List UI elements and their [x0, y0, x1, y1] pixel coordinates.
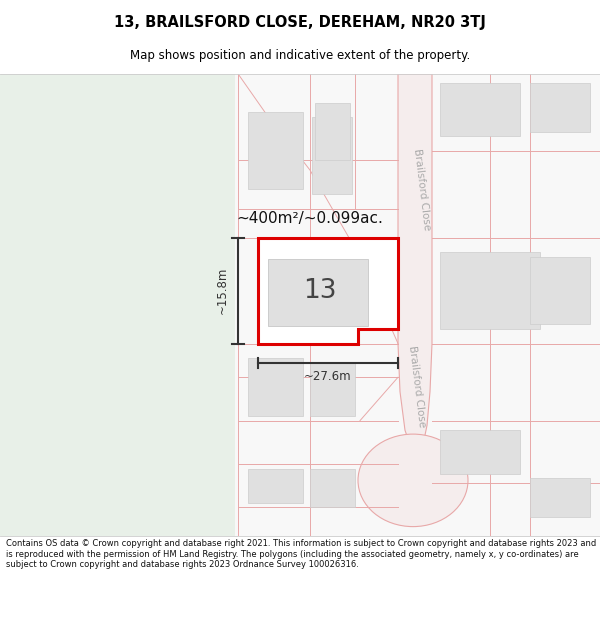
Bar	[312, 117, 352, 194]
Text: 13, BRAILSFORD CLOSE, DEREHAM, NR20 3TJ: 13, BRAILSFORD CLOSE, DEREHAM, NR20 3TJ	[114, 14, 486, 29]
Bar	[310, 362, 355, 416]
Bar	[530, 479, 590, 517]
Text: 13: 13	[303, 278, 337, 304]
Bar	[530, 83, 590, 131]
Bar	[235, 74, 600, 536]
Text: Map shows position and indicative extent of the property.: Map shows position and indicative extent…	[130, 49, 470, 62]
Bar	[440, 252, 540, 329]
Text: ~15.8m: ~15.8m	[215, 267, 229, 314]
Polygon shape	[398, 74, 432, 459]
Bar	[268, 259, 368, 326]
Text: Brailsford Close: Brailsford Close	[412, 148, 432, 231]
Bar	[310, 469, 355, 508]
Text: ~400m²/~0.099ac.: ~400m²/~0.099ac.	[236, 211, 383, 226]
Text: Contains OS data © Crown copyright and database right 2021. This information is : Contains OS data © Crown copyright and d…	[6, 539, 596, 569]
Polygon shape	[258, 238, 398, 344]
Bar	[315, 102, 350, 161]
Bar	[440, 83, 520, 136]
Bar	[0, 74, 235, 536]
Bar	[248, 358, 303, 416]
Bar	[440, 430, 520, 474]
Bar	[248, 112, 303, 189]
Ellipse shape	[358, 434, 468, 527]
Bar	[248, 469, 303, 502]
Text: ~27.6m: ~27.6m	[304, 370, 352, 382]
Text: Brailsford Close: Brailsford Close	[407, 346, 427, 428]
Bar	[530, 257, 590, 324]
